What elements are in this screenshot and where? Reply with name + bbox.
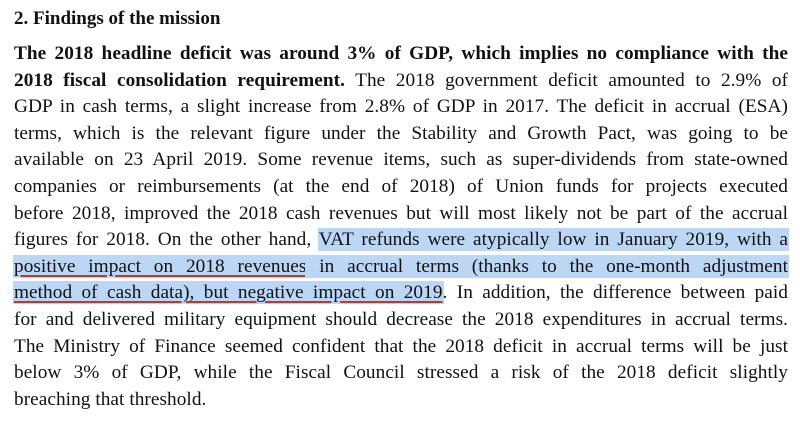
- body-text: terms, which is the relevant figure unde…: [14, 122, 788, 144]
- paragraph-line-3: GDP in cash terms, a slight increase fro…: [14, 94, 788, 121]
- paragraph-line-1: The 2018 headline deficit was around 3% …: [14, 41, 788, 68]
- document-page: 2. Findings of the mission The 2018 head…: [14, 6, 789, 414]
- highlighted-underlined-text: positive impact on 2018 revenues: [14, 255, 307, 277]
- section-heading: 2. Findings of the mission: [14, 8, 221, 29]
- highlighted-underlined-text: method of cash data), but negative impac…: [14, 282, 443, 304]
- paragraph-line-5: available on 23 April 2019. Some revenue…: [14, 147, 788, 174]
- paragraph-line-2: 2018 fiscal consolidation requirement. T…: [14, 68, 788, 95]
- highlighted-text: in accrual terms (thanks to the one-mont…: [306, 255, 788, 277]
- paragraph-line-9: positive impact on 2018 revenues in accr…: [14, 254, 788, 281]
- paragraph-line-4: terms, which is the relevant figure unde…: [14, 121, 788, 148]
- body-text: available on 23 April 2019. Some revenue…: [14, 149, 788, 171]
- bold-lead-text: 2018 fiscal consolidation requirement.: [14, 69, 345, 91]
- paragraph-line-12: The Ministry of Finance seemed confident…: [14, 334, 788, 361]
- body-text: . In addition, the difference between pa…: [442, 282, 788, 304]
- highlighted-text: VAT refunds were atypically low in Janua…: [318, 229, 789, 251]
- body-text: figures for 2018. On the other hand,: [14, 229, 319, 251]
- body-text: GDP in cash terms, a slight increase fro…: [14, 96, 788, 118]
- body-text: for and delivered military equipment sho…: [14, 308, 788, 330]
- body-text: The Ministry of Finance seemed confident…: [14, 335, 788, 357]
- paragraph-line-8: figures for 2018. On the other hand, VAT…: [14, 227, 789, 254]
- paragraph-line-10: method of cash data), but negative impac…: [14, 280, 788, 307]
- body-text: before 2018, improved the 2018 cash reve…: [14, 202, 788, 224]
- paragraph-line-6: companies or reimbursements (at the end …: [14, 174, 788, 201]
- body-text: below 3% of GDP, while the Fiscal Counci…: [14, 362, 788, 384]
- paragraph-line-7: before 2018, improved the 2018 cash reve…: [14, 201, 788, 228]
- body-text: companies or reimbursements (at the end …: [14, 175, 788, 197]
- paragraph-line-13: below 3% of GDP, while the Fiscal Counci…: [14, 360, 788, 387]
- body-text: The 2018 government deficit amounted to …: [344, 69, 789, 91]
- body-text: breaching that threshold.: [14, 388, 207, 410]
- bold-lead-text: The 2018 headline deficit was around 3% …: [14, 43, 788, 64]
- paragraph-line-11: for and delivered military equipment sho…: [14, 307, 788, 334]
- paragraph-line-14: breaching that threshold.: [14, 387, 788, 414]
